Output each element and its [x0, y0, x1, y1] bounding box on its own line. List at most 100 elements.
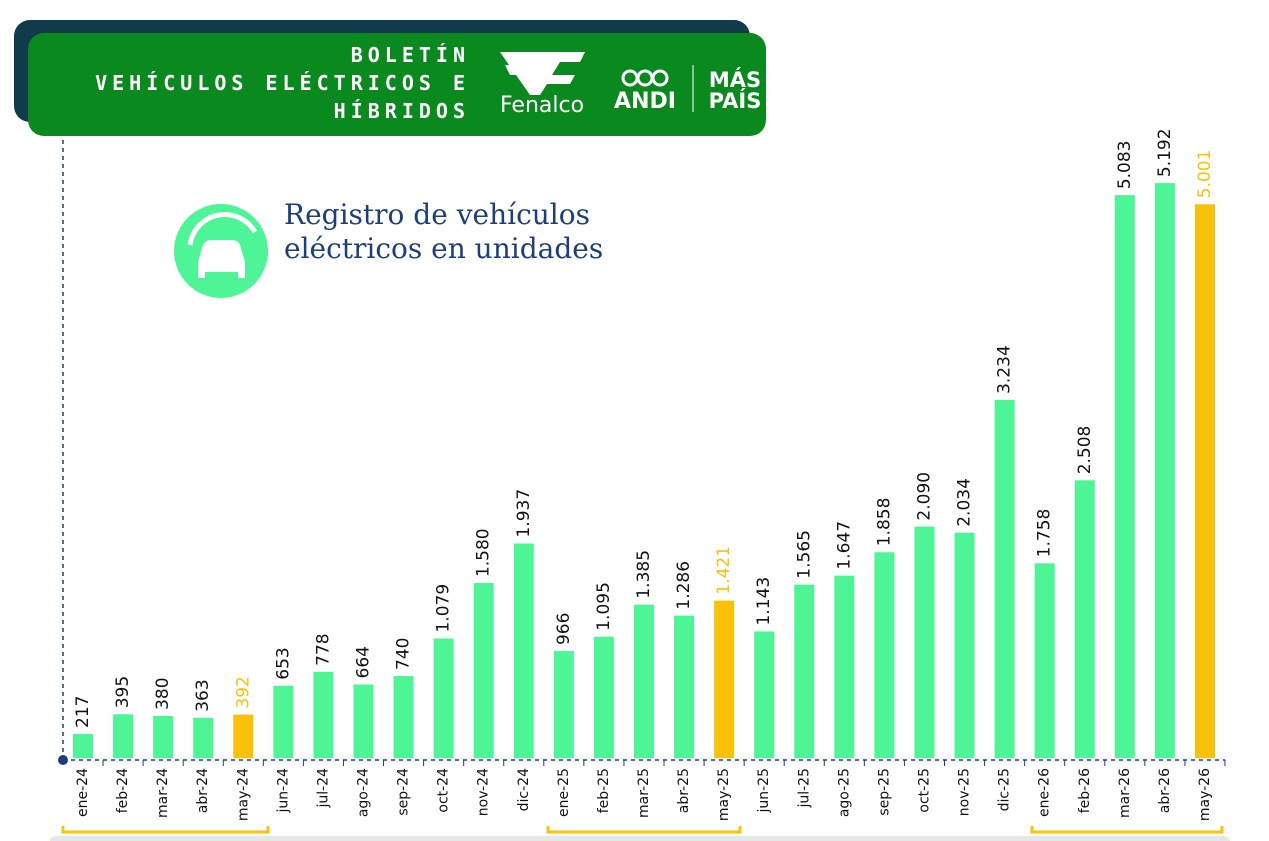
value-label: 778: [313, 633, 333, 665]
bar: [914, 526, 935, 758]
value-label: 392: [233, 676, 253, 708]
value-label: 5.083: [1115, 141, 1135, 190]
x-tick-label: ago-25: [836, 768, 852, 817]
x-tick-label: abr-25: [676, 768, 692, 813]
value-label: 1.143: [754, 577, 774, 626]
x-tick-label: sep-25: [876, 768, 892, 816]
fenalco-logo: [500, 52, 585, 95]
car-icon: [198, 240, 245, 278]
value-label: 363: [193, 679, 213, 711]
bar: [353, 684, 374, 758]
bar: [233, 714, 254, 758]
x-tick-label: sep-24: [396, 768, 412, 816]
value-label: 1.758: [1035, 509, 1055, 558]
x-tick-label: jun-25: [756, 768, 772, 814]
value-label: 3.234: [995, 345, 1015, 394]
x-tick-label: oct-25: [916, 768, 932, 813]
x-tick-label: may-24: [235, 768, 251, 821]
bar: [874, 552, 895, 758]
x-tick-label: dic-25: [997, 768, 1013, 811]
value-label: 395: [113, 676, 133, 708]
bar: [994, 399, 1015, 758]
bar: [193, 717, 214, 758]
axis-origin: [58, 755, 68, 765]
bar: [113, 714, 134, 758]
value-label: 1.565: [794, 530, 814, 579]
bar: [313, 671, 334, 758]
value-label: 1.079: [434, 584, 454, 633]
andi-logo: [651, 69, 669, 87]
bar: [714, 600, 735, 758]
bar: [633, 604, 654, 758]
chart-title: Registro de vehículos: [284, 198, 590, 231]
value-label: 1.647: [834, 521, 854, 570]
bar: [553, 651, 574, 758]
bar: [473, 583, 494, 758]
value-label: 1.385: [634, 550, 654, 599]
logo-text: Fenalco: [500, 93, 584, 118]
value-label: 2.508: [1075, 426, 1095, 475]
plug-cord: [187, 212, 258, 246]
bar: [1074, 480, 1095, 758]
bar: [1114, 195, 1135, 758]
banner-line: VEHÍCULOS ELÉCTRICOS E: [95, 71, 470, 95]
x-tick-label: may-26: [1197, 768, 1213, 821]
x-tick-label: feb-26: [1077, 768, 1093, 813]
x-tick-label: ene-26: [1037, 768, 1053, 817]
value-label: 1.421: [714, 546, 734, 595]
bar: [513, 543, 534, 758]
period-bracket: [61, 826, 1224, 834]
value-label: 217: [73, 696, 93, 728]
x-tick-label: mar-24: [155, 768, 171, 818]
x-tick-label: abr-26: [1157, 768, 1173, 813]
x-tick-label: jul-25: [796, 768, 812, 809]
x-tick-label: dic-24: [516, 768, 532, 811]
value-label: 653: [273, 647, 293, 679]
value-label: 740: [394, 638, 414, 670]
x-tick-label: oct-24: [436, 768, 452, 813]
x-tick-label: nov-25: [957, 768, 973, 816]
bar: [593, 636, 614, 758]
value-label: 966: [554, 613, 574, 645]
x-tick-label: jul-24: [315, 768, 331, 809]
banner-line: HÍBRIDOS: [334, 99, 470, 123]
value-label: 1.937: [514, 489, 534, 538]
value-label: 664: [353, 646, 373, 678]
x-tick-label: may-25: [716, 768, 732, 821]
value-label: 1.858: [874, 498, 894, 547]
logo-text: PAÍS: [709, 88, 762, 113]
x-tick-label: mar-26: [1117, 768, 1133, 818]
banner-line: BOLETÍN: [351, 43, 470, 67]
logo-text: MÁS: [709, 67, 761, 92]
bar: [73, 733, 93, 758]
x-tick-label: ene-25: [556, 768, 572, 817]
x-tick-label: jun-24: [275, 768, 291, 814]
value-label: 5.192: [1155, 128, 1175, 177]
x-tick-label: abr-24: [195, 768, 211, 813]
bar: [433, 638, 454, 758]
value-label: 1.095: [594, 582, 614, 631]
value-label: 380: [153, 677, 173, 709]
bar: [1194, 204, 1215, 758]
bar: [794, 584, 815, 758]
x-tick-label: nov-24: [476, 768, 492, 816]
bar: [754, 631, 775, 758]
logo-text: ANDI: [614, 89, 676, 114]
value-label: 2.034: [955, 478, 975, 527]
bar: [834, 575, 855, 758]
value-label: 2.090: [914, 472, 934, 521]
bar: [273, 685, 294, 758]
bar: [393, 676, 414, 758]
bar: [954, 532, 975, 758]
value-label: 1.580: [474, 528, 494, 577]
x-tick-label: feb-24: [115, 768, 131, 813]
bar: [153, 715, 174, 758]
bar: [1154, 183, 1175, 758]
value-label: 1.286: [674, 561, 694, 610]
x-tick-label: mar-25: [636, 768, 652, 818]
x-tick-label: feb-25: [596, 768, 612, 813]
x-tick-label: ago-24: [355, 768, 371, 817]
bar: [674, 615, 695, 758]
chart-title: eléctricos en unidades: [284, 232, 603, 265]
